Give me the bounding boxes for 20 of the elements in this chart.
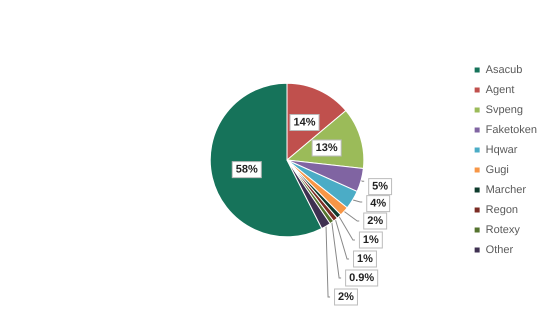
legend-label: Other (486, 244, 514, 256)
legend-label: Regon (486, 204, 518, 216)
data-label: 1% (362, 234, 380, 246)
data-label: 2% (338, 290, 354, 303)
data-label: 13% (316, 142, 338, 154)
legend-label: Gugi (486, 164, 509, 176)
legend-label: Svpeng (486, 104, 523, 116)
data-label: 14% (294, 116, 316, 128)
legend-label: Asacub (486, 64, 522, 76)
data-label: 58% (236, 164, 258, 176)
data-label: 1% (357, 252, 374, 265)
data-label: 4% (370, 198, 386, 210)
legend-label: Hqwar (486, 144, 518, 156)
data-label: 2% (367, 214, 384, 227)
data-label: 5% (372, 180, 388, 193)
legend-label: Faketoken (486, 124, 538, 136)
legend-label: Marcher (486, 184, 526, 196)
legend-label: Rotexy (486, 224, 520, 236)
data-label: 0.9% (349, 272, 374, 284)
legend-label: Agent (486, 84, 514, 96)
